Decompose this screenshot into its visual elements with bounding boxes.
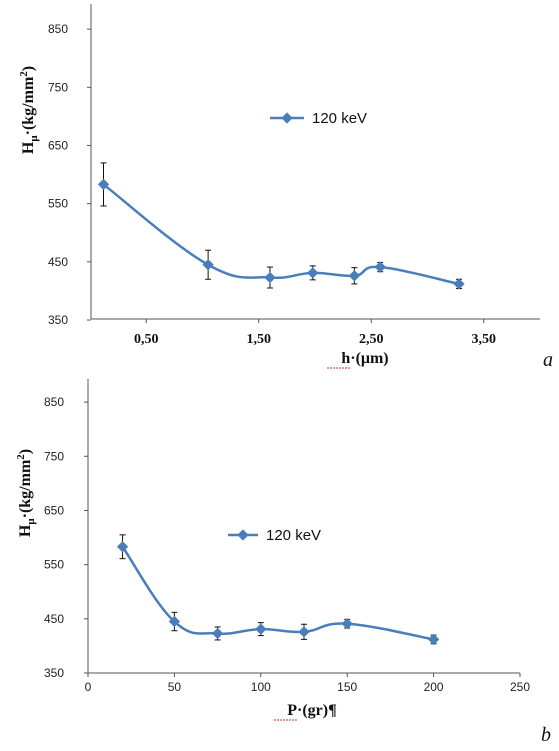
y-tick-label: 850 [44,395,64,409]
data-point [202,259,214,271]
panel-label: a [543,349,553,371]
series-line [102,183,460,286]
data-point [341,618,353,630]
y-tick-label: 550 [44,558,64,572]
y-tick-label: 450 [44,612,64,626]
x-tick-label: 0,50 [134,332,159,347]
x-tick-label: 2,50 [359,332,384,347]
data-point [264,271,276,284]
y-tick-label: 350 [48,313,68,327]
x-axis-label: P·(gr)¶ [287,702,337,719]
data-point [348,270,361,282]
data-point [211,627,224,640]
data-point [298,626,310,638]
y-tick-label: 650 [44,503,64,517]
data-point [307,267,319,279]
legend-marker [237,529,249,541]
y-axis-label: Hμ·(kg/mm2) [15,449,37,537]
legend-marker [281,112,293,124]
x-tick-label: 1,50 [247,332,272,347]
y-tick-label: 850 [48,22,68,36]
chart-panel-b: 850 750 650 550 450 350 0 50 100 150 200 250 120 keV… [15,379,551,746]
legend: 120 keV [228,527,321,544]
data-point [427,633,440,646]
x-axis-label: h·(μm) [341,350,388,367]
series-line [121,546,434,641]
data-point [255,623,267,635]
chart-panel-a: 850 750 650 550 450 350 0,50 1,50 2,50 3,50 120 ke… [18,4,553,371]
legend-label: 120 keV [312,110,367,127]
x-tick-label: 200 [424,680,444,694]
panel-label: b [541,724,551,746]
x-tick-label: 3,50 [472,332,497,347]
y-tick-label: 750 [44,449,64,463]
x-tick-label: 150 [337,680,357,694]
y-tick-label: 750 [48,80,68,94]
data-point [453,278,465,290]
x-tick-label: 100 [251,680,271,694]
y-axis-label: Hμ·(kg/mm2) [18,66,40,154]
x-tick-label: 250 [510,680,530,694]
legend: 120 keV [270,110,367,127]
y-tick-label: 350 [44,666,64,680]
y-tick-label: 550 [48,197,68,211]
data-point [374,261,386,273]
y-tick-label: 450 [48,255,68,269]
x-tick-label: 50 [168,680,182,694]
legend-label: 120 keV [266,527,321,544]
y-tick-label: 650 [48,138,68,152]
x-tick-label: 0 [85,680,92,694]
